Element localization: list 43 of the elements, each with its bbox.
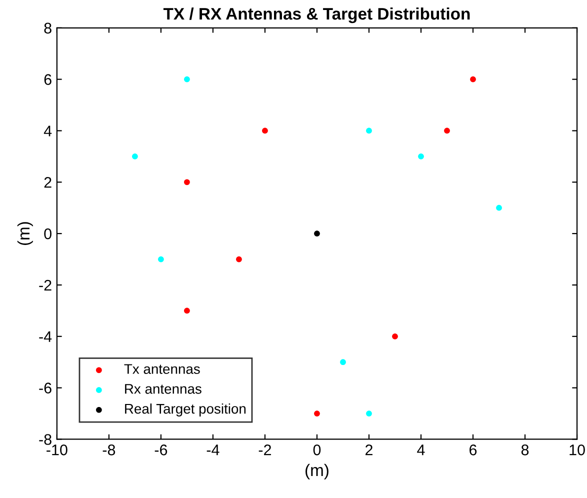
y-tick-label: 0 (44, 228, 52, 240)
point (314, 230, 320, 237)
x-tick-label: -10 (46, 444, 68, 456)
point (418, 153, 424, 160)
x-tick-label: -2 (258, 444, 271, 456)
point (444, 128, 450, 134)
point (392, 333, 398, 340)
x-tick-label: 8 (521, 444, 529, 456)
y-tick-label: 6 (44, 74, 52, 85)
point (366, 410, 372, 416)
x-tick-label: 2 (366, 444, 372, 456)
point (470, 76, 476, 82)
y-tick-label: 2 (44, 177, 52, 188)
point (184, 179, 190, 186)
point (132, 153, 138, 160)
x-tick-label: 4 (417, 444, 425, 456)
point (496, 204, 502, 211)
y-tick-label: 4 (44, 126, 52, 136)
x-tick-label: 0 (313, 444, 321, 456)
y-tick-label: -8 (39, 434, 52, 445)
x-tick-label: 6 (470, 444, 477, 456)
y-tick-label: -6 (39, 382, 52, 394)
point (184, 76, 190, 82)
point (314, 410, 320, 416)
y-tick-label: -2 (39, 280, 52, 291)
x-tick-label: -6 (154, 444, 168, 456)
point (184, 308, 190, 314)
legend-label: Tx antennas (124, 364, 200, 374)
point (366, 128, 372, 134)
x-tick-label: -4 (206, 444, 220, 456)
y-tick-label: 8 (44, 22, 52, 34)
point (340, 359, 346, 366)
chart-title: TX / RX Antennas & Target Distribution (163, 7, 470, 24)
x-axis-title: (m) (306, 464, 328, 480)
point (158, 256, 164, 262)
legend-label: Rx antennas (125, 384, 202, 394)
point (262, 128, 268, 134)
x-tick-label: -8 (102, 444, 116, 456)
y-axis-title: (m) (17, 222, 33, 246)
y-tick-label: -4 (39, 331, 52, 342)
legend-label: Real Target position (125, 404, 246, 416)
point (236, 256, 242, 262)
x-tick-label: 10 (570, 444, 585, 456)
